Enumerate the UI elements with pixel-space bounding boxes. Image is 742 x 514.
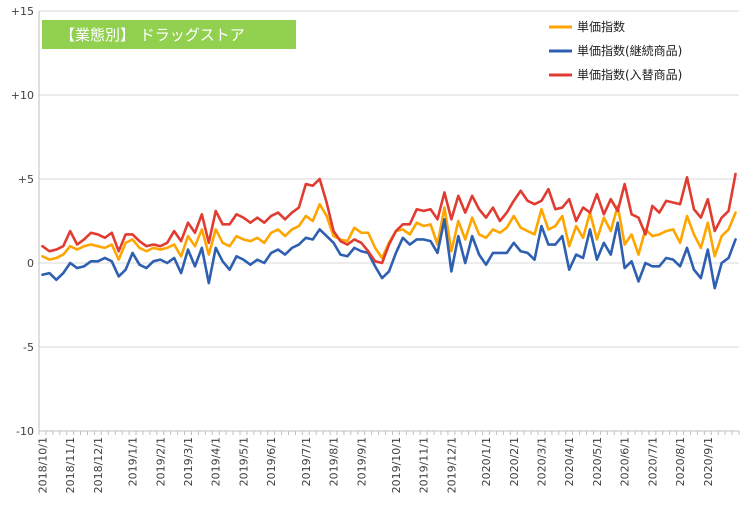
x-tick-label: 2018/11/1: [64, 437, 77, 493]
legend-label-1: 単価指数: [577, 19, 625, 34]
x-tick-label: 2020/8/1: [674, 437, 687, 486]
x-tick-label: 2020/7/1: [646, 437, 659, 486]
x-tick-label: 2019/11/1: [418, 437, 431, 493]
series-line-3: [41, 172, 737, 265]
legend-label-2: 単価指数(継続商品): [577, 43, 682, 58]
x-tick-label: 2018/10/1: [36, 437, 49, 493]
y-tick-label: +10: [11, 89, 34, 102]
x-tick-label: 2020/5/1: [591, 437, 604, 486]
x-tick-label: 2018/12/1: [92, 437, 105, 493]
x-tick-label: 2020/3/1: [535, 437, 548, 486]
y-tick-label: -5: [23, 341, 34, 354]
y-tick-label: -10: [16, 425, 34, 438]
x-tick-label: 2019/1/1: [127, 437, 140, 486]
chart-title: 【業態別】 ドラッグストア: [60, 26, 245, 44]
x-tick-label: 2020/1/1: [480, 437, 493, 486]
x-tick-label: 2020/4/1: [563, 437, 576, 486]
title-box-background: [42, 20, 296, 49]
x-tick-label: 2019/6/1: [265, 437, 278, 486]
x-tick-label: 2019/3/1: [182, 437, 195, 486]
title-box: 【業態別】 ドラッグストア: [42, 20, 296, 49]
y-tick-label: +15: [11, 5, 34, 18]
x-tick-label: 2019/12/1: [445, 437, 458, 493]
x-tick-label: 2020/9/1: [702, 437, 715, 486]
x-tick-label: 2020/6/1: [619, 437, 632, 486]
legend-label-3: 単価指数(入替商品): [577, 67, 682, 82]
x-tick-label: 2019/10/1: [390, 437, 403, 493]
x-tick-label: 2019/8/1: [328, 437, 341, 486]
x-tick-label: 2019/5/1: [237, 437, 250, 486]
y-tick-label: 0: [27, 257, 34, 270]
x-tick-label: 2020/2/1: [508, 437, 521, 486]
x-tick-label: 2019/2/1: [154, 437, 167, 486]
y-tick-label: +5: [18, 173, 34, 186]
x-tick-label: 2019/4/1: [210, 437, 223, 486]
series-line-2: [41, 218, 737, 290]
series-layer: [41, 172, 737, 290]
x-tick-label: 2019/9/1: [355, 437, 368, 486]
x-tick-label: 2019/7/1: [300, 437, 313, 486]
